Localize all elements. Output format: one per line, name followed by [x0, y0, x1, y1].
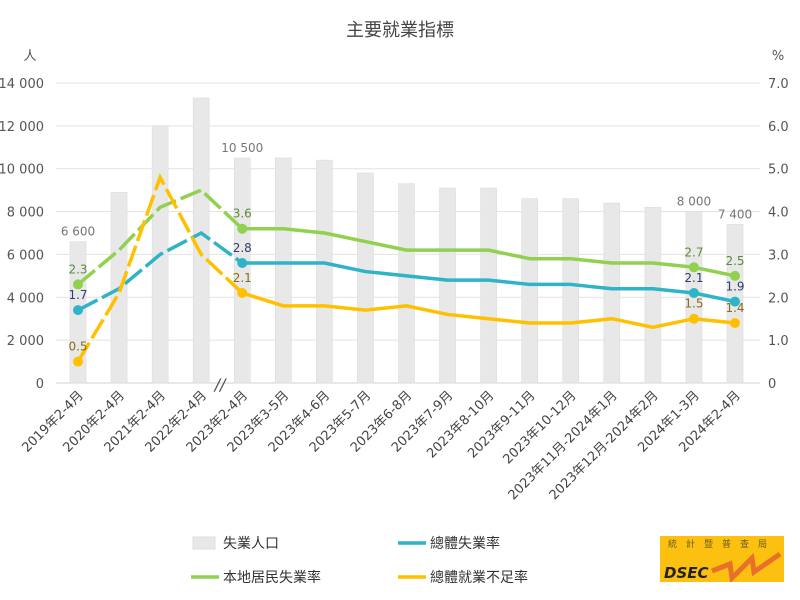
bar-unemployed-population [644, 206, 662, 384]
bar-unemployed-population [521, 198, 538, 384]
x-tick-label: 2023年10-12月 [500, 388, 579, 467]
left-axis-unit: 人 [23, 49, 36, 64]
bar-unemployed-population [398, 183, 415, 384]
legend-label: 本地居民失業率 [223, 569, 321, 586]
y-right-tick-label: 7.0 [768, 77, 789, 92]
series-line [241, 291, 736, 330]
series-data-label: 1.9 [725, 280, 744, 294]
legend-item: 失業人口 [192, 536, 279, 552]
series-line-dashed [76, 188, 244, 286]
bar-unemployed-population [603, 202, 621, 384]
legend-item: 本地居民失業率 [191, 569, 321, 586]
y-right-tick-label: 2.0 [768, 291, 789, 306]
chart-title: 主要就業指標 [346, 20, 454, 41]
series-point [730, 318, 740, 328]
y-right-tick-label: 6.0 [768, 120, 789, 135]
bar-data-label: 10 500 [221, 141, 263, 155]
series-point [237, 258, 248, 268]
series-point [73, 305, 83, 316]
y-left-tick-label: 4 000 [7, 291, 44, 306]
series-data-label: 2.1 [684, 271, 703, 285]
series-point [73, 279, 83, 290]
series-data-label: 1.4 [725, 301, 744, 315]
series-data-label: 1.7 [68, 288, 87, 302]
series-point [237, 288, 248, 298]
series-data-label: 2.3 [68, 262, 87, 276]
bar-unemployed-population [357, 172, 374, 384]
bar-unemployed-population [275, 157, 292, 384]
series-point [730, 296, 740, 307]
series-data-label: 2.1 [233, 271, 252, 285]
legend-label: 失業人口 [223, 536, 279, 552]
series-data-label: 0.5 [68, 340, 87, 354]
y-left-tick-label: 8 000 [7, 206, 44, 221]
bar-data-label: 8 000 [677, 195, 711, 209]
bar-unemployed-population [562, 198, 580, 384]
series-point [688, 262, 699, 273]
y-right-tick-label: 0 [768, 377, 776, 392]
legend-item: 總體失業率 [398, 535, 500, 552]
y-right-tick-label: 1.0 [768, 334, 789, 349]
legend-label: 總體失業率 [430, 535, 500, 552]
series-line-dashed [77, 230, 244, 312]
series-point [237, 223, 248, 234]
axis-break-marker: // [213, 375, 227, 394]
series-line [242, 261, 736, 304]
series-line [242, 226, 736, 278]
right-axis-unit: % [772, 49, 784, 64]
bar-unemployed-population [233, 157, 251, 384]
y-left-tick-label: 0 [36, 377, 44, 392]
y-left-tick-label: 2 000 [7, 334, 44, 349]
series-point [730, 270, 740, 281]
series-point [688, 288, 699, 298]
y-right-tick-label: 3.0 [768, 248, 789, 263]
y-left-tick-label: 12 000 [0, 120, 44, 135]
dsec-logo: 統計暨普查局 DSEC [660, 536, 784, 582]
y-right-tick-label: 4.0 [768, 206, 789, 221]
legend-swatch-bar [192, 536, 216, 550]
series-point [73, 356, 83, 367]
bar-unemployed-population [480, 187, 497, 384]
y-left-tick-label: 6 000 [7, 248, 44, 263]
bar-data-label: 6 600 [61, 225, 95, 239]
series-data-label: 1.5 [684, 297, 703, 311]
bar-unemployed-population [439, 187, 456, 384]
series-point [688, 313, 699, 324]
y-right-tick-label: 5.0 [768, 163, 789, 178]
y-left-tick-label: 10 000 [0, 163, 44, 178]
series-line-dashed [76, 172, 244, 363]
series-data-label: 2.8 [233, 241, 252, 255]
svg-text:DSEC: DSEC [664, 564, 709, 582]
series-data-label: 2.7 [684, 245, 703, 259]
y-left-tick-label: 14 000 [0, 77, 44, 92]
series-data-label: 2.5 [725, 254, 744, 268]
legend-label: 總體就業不足率 [430, 569, 528, 586]
legend-item: 總體就業不足率 [398, 569, 528, 586]
svg-text:統計暨普查局: 統計暨普查局 [668, 538, 776, 550]
series-data-label: 3.6 [233, 207, 252, 221]
bar-data-label: 7 400 [718, 207, 752, 221]
bar-unemployed-population [316, 159, 333, 384]
